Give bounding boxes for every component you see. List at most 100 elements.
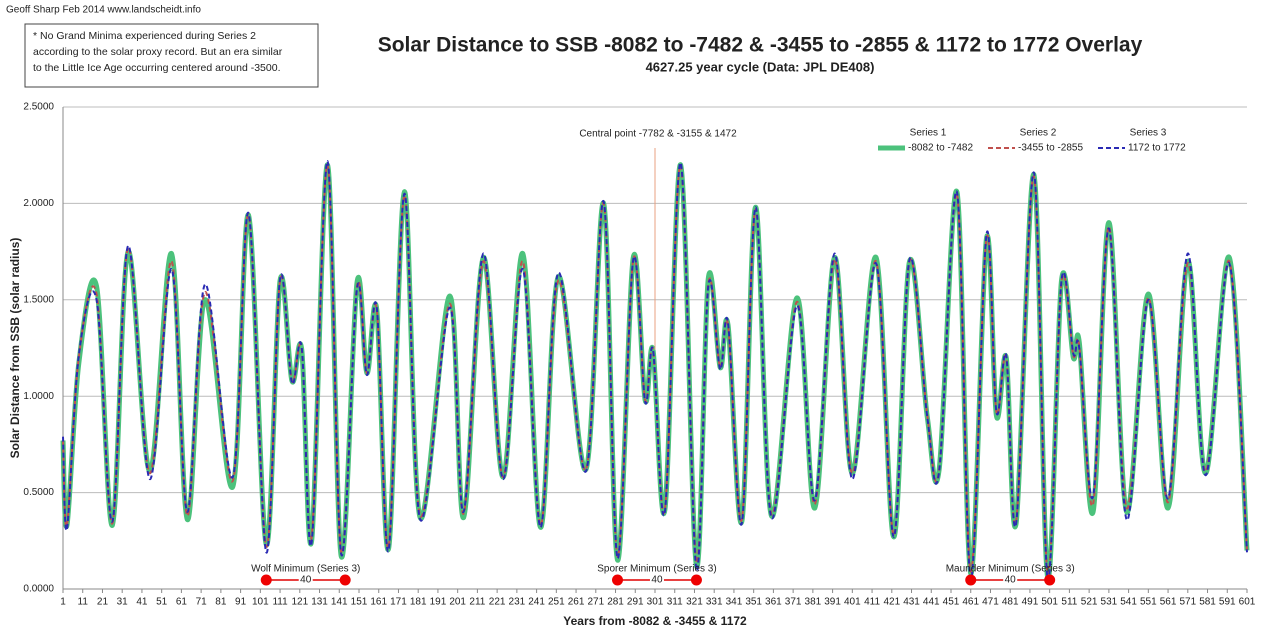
x-tick-label: 561 xyxy=(1160,597,1177,608)
legend-heading: Series 1 xyxy=(910,128,947,139)
x-tick-label: 271 xyxy=(587,597,604,608)
x-tick-label: 71 xyxy=(196,597,208,608)
x-tick-label: 391 xyxy=(824,597,841,608)
x-tick-label: 11 xyxy=(78,597,89,608)
note-box xyxy=(24,23,319,88)
x-tick-label: 491 xyxy=(1022,597,1039,608)
x-tick-label: 511 xyxy=(1061,597,1077,608)
x-tick-label: 101 xyxy=(252,597,269,608)
x-tick-label: 321 xyxy=(686,597,703,608)
span-label: 40 xyxy=(1005,575,1017,586)
x-tick-label: 451 xyxy=(943,597,960,608)
x-tick-label: 431 xyxy=(903,597,920,608)
legend-heading: Series 2 xyxy=(1020,128,1057,139)
legend-label: 1172 to 1772 xyxy=(1128,143,1186,154)
x-tick-label: 171 xyxy=(390,597,407,608)
x-tick-label: 331 xyxy=(706,597,723,608)
x-tick-label: 471 xyxy=(982,597,999,608)
x-tick-label: 601 xyxy=(1239,597,1256,608)
x-tick-label: 481 xyxy=(1002,597,1019,608)
x-tick-label: 421 xyxy=(883,597,900,608)
x-tick-label: 261 xyxy=(568,597,585,608)
minimum-start xyxy=(260,574,272,586)
x-tick-label: 151 xyxy=(351,597,368,608)
x-tick-label: 51 xyxy=(156,597,168,608)
span-label: 40 xyxy=(300,575,312,586)
x-tick-label: 81 xyxy=(215,597,227,608)
minimum-label: Sporer Minimum (Series 3) xyxy=(597,564,716,575)
x-tick-label: 531 xyxy=(1101,597,1118,608)
minimum-end xyxy=(1044,574,1056,586)
span-label-bg xyxy=(298,576,313,584)
x-tick-label: 221 xyxy=(489,597,506,608)
y-tick-label: 1.5000 xyxy=(23,294,54,305)
x-tick-label: 91 xyxy=(235,597,247,608)
x-tick-label: 371 xyxy=(785,597,802,608)
x-tick-label: 281 xyxy=(607,597,624,608)
minimum-label: Wolf Minimum (Series 3) xyxy=(251,564,360,575)
x-tick-label: 241 xyxy=(528,597,545,608)
x-tick-label: 141 xyxy=(331,597,348,608)
x-tick-label: 31 xyxy=(117,597,129,608)
x-tick-label: 301 xyxy=(647,597,664,608)
x-tick-label: 131 xyxy=(311,597,328,608)
chart-subtitle: 4627.25 year cycle (Data: JPL DE408) xyxy=(646,59,875,74)
x-tick-label: 361 xyxy=(765,597,782,608)
x-tick-label: 181 xyxy=(410,597,427,608)
minimum-start xyxy=(965,574,977,586)
x-tick-label: 311 xyxy=(667,597,683,608)
x-axis-label: Years from -8082 & -3455 & 1172 xyxy=(563,614,747,628)
span-label: 40 xyxy=(651,575,663,586)
span-label-bg xyxy=(649,576,664,584)
legend-label: -8082 to -7482 xyxy=(908,143,973,154)
x-tick-label: 21 xyxy=(97,597,109,608)
x-tick-label: 161 xyxy=(370,597,387,608)
minimum-end xyxy=(690,574,702,586)
minimum-label: Maunder Minimum (Series 3) xyxy=(946,564,1075,575)
x-tick-label: 401 xyxy=(844,597,861,608)
x-tick-label: 341 xyxy=(726,597,743,608)
x-tick-label: 61 xyxy=(176,597,188,608)
x-tick-label: 571 xyxy=(1179,597,1196,608)
central-label: Central point -7782 & -3155 & 1472 xyxy=(579,129,737,140)
y-tick-label: 1.0000 xyxy=(23,391,54,402)
credit: Geoff Sharp Feb 2014 www.landscheidt.inf… xyxy=(6,5,201,16)
x-tick-label: 211 xyxy=(469,597,485,608)
y-tick-label: 2.0000 xyxy=(23,198,54,209)
legend-label: -3455 to -2855 xyxy=(1018,143,1083,154)
y-tick-label: 0.5000 xyxy=(23,487,54,498)
x-tick-label: 501 xyxy=(1041,597,1058,608)
series-line xyxy=(62,159,1248,581)
y-tick-label: 0.0000 xyxy=(23,584,54,595)
x-tick-label: 231 xyxy=(509,597,526,608)
x-tick-label: 251 xyxy=(548,597,565,608)
x-tick-label: 111 xyxy=(272,597,288,608)
y-axis-label: Solar Distance from SSB (solar radius) xyxy=(8,238,22,459)
y-tick-label: 2.5000 xyxy=(23,102,54,113)
x-tick-label: 411 xyxy=(864,597,880,608)
x-tick-label: 441 xyxy=(923,597,940,608)
x-tick-label: 191 xyxy=(430,597,447,608)
x-tick-label: 121 xyxy=(291,597,308,608)
x-tick-label: 521 xyxy=(1081,597,1098,608)
x-tick-label: 291 xyxy=(627,597,644,608)
legend-heading: Series 3 xyxy=(1130,128,1167,139)
chart-title: Solar Distance to SSB -8082 to -7482 & -… xyxy=(378,34,1143,57)
x-tick-label: 201 xyxy=(449,597,466,608)
note-line: according to the solar proxy record. But… xyxy=(33,46,283,58)
x-tick-label: 591 xyxy=(1219,597,1236,608)
note-line: to the Little Ice Age occurring centered… xyxy=(33,62,281,74)
x-tick-label: 41 xyxy=(136,597,148,608)
x-tick-label: 381 xyxy=(805,597,822,608)
x-tick-label: 551 xyxy=(1140,597,1157,608)
note-line: * No Grand Minima experienced during Ser… xyxy=(33,30,256,42)
x-tick-label: 1 xyxy=(60,597,66,608)
x-tick-label: 541 xyxy=(1120,597,1137,608)
x-tick-label: 351 xyxy=(745,597,762,608)
span-label-bg xyxy=(1003,576,1018,584)
minimum-end xyxy=(339,574,351,586)
x-tick-label: 461 xyxy=(962,597,979,608)
x-tick-label: 581 xyxy=(1199,597,1216,608)
minimum-start xyxy=(612,574,624,586)
